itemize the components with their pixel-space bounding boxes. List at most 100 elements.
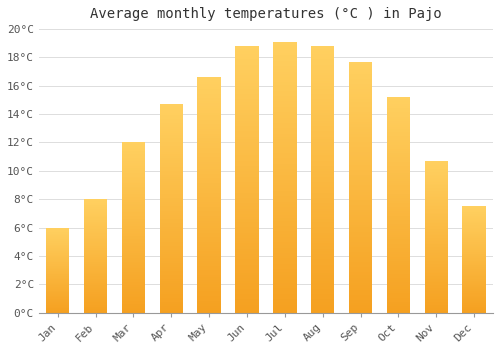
- Bar: [462, 283, 486, 284]
- Bar: [236, 248, 258, 251]
- Bar: [198, 146, 221, 148]
- Bar: [386, 160, 410, 162]
- Bar: [462, 237, 486, 238]
- Bar: [349, 210, 372, 212]
- Bar: [160, 148, 183, 150]
- Bar: [424, 190, 448, 191]
- Bar: [349, 142, 372, 145]
- Bar: [462, 264, 486, 265]
- Bar: [198, 197, 221, 199]
- Bar: [386, 222, 410, 224]
- Bar: [273, 161, 296, 164]
- Bar: [311, 275, 334, 278]
- Bar: [198, 230, 221, 233]
- Bar: [349, 147, 372, 149]
- Bar: [236, 228, 258, 230]
- Bar: [122, 243, 145, 245]
- Bar: [46, 281, 70, 282]
- Bar: [311, 203, 334, 206]
- Bar: [462, 211, 486, 212]
- Bar: [462, 298, 486, 299]
- Bar: [160, 217, 183, 219]
- Bar: [273, 272, 296, 275]
- Bar: [122, 302, 145, 304]
- Bar: [424, 264, 448, 266]
- Bar: [349, 305, 372, 308]
- Bar: [46, 230, 70, 231]
- Bar: [311, 65, 334, 68]
- Bar: [424, 176, 448, 177]
- Bar: [386, 162, 410, 164]
- Bar: [386, 142, 410, 145]
- Bar: [386, 132, 410, 134]
- Bar: [386, 220, 410, 222]
- Bar: [311, 278, 334, 281]
- Bar: [349, 64, 372, 67]
- Bar: [349, 288, 372, 290]
- Bar: [198, 91, 221, 94]
- Bar: [84, 308, 108, 309]
- Bar: [311, 209, 334, 211]
- Bar: [46, 228, 70, 229]
- Bar: [311, 70, 334, 73]
- Bar: [84, 209, 108, 211]
- Bar: [198, 124, 221, 127]
- Bar: [84, 217, 108, 218]
- Bar: [122, 219, 145, 221]
- Bar: [462, 219, 486, 220]
- Bar: [311, 190, 334, 193]
- Bar: [311, 195, 334, 198]
- Bar: [349, 275, 372, 278]
- Bar: [84, 212, 108, 213]
- Bar: [273, 286, 296, 288]
- Bar: [311, 206, 334, 209]
- Bar: [349, 200, 372, 202]
- Bar: [273, 74, 296, 77]
- Bar: [122, 149, 145, 151]
- Bar: [84, 259, 108, 260]
- Bar: [349, 97, 372, 99]
- Bar: [122, 279, 145, 280]
- Bar: [46, 231, 70, 232]
- Bar: [424, 193, 448, 194]
- Bar: [349, 94, 372, 97]
- Bar: [84, 238, 108, 239]
- Bar: [198, 122, 221, 124]
- Bar: [424, 307, 448, 308]
- Bar: [160, 227, 183, 229]
- Bar: [273, 242, 296, 245]
- Bar: [236, 174, 258, 177]
- Bar: [273, 280, 296, 283]
- Bar: [386, 306, 410, 308]
- Bar: [386, 304, 410, 306]
- Bar: [160, 162, 183, 164]
- Bar: [84, 292, 108, 293]
- Bar: [122, 209, 145, 211]
- Bar: [46, 280, 70, 281]
- Bar: [198, 225, 221, 228]
- Bar: [236, 169, 258, 172]
- Bar: [122, 260, 145, 261]
- Bar: [236, 124, 258, 126]
- Bar: [122, 257, 145, 258]
- Bar: [311, 137, 334, 139]
- Bar: [273, 294, 296, 296]
- Bar: [160, 173, 183, 175]
- Bar: [386, 196, 410, 198]
- Bar: [349, 222, 372, 225]
- Bar: [236, 113, 258, 116]
- Bar: [46, 295, 70, 296]
- Bar: [386, 121, 410, 123]
- Bar: [349, 282, 372, 285]
- Bar: [462, 225, 486, 226]
- Bar: [462, 270, 486, 271]
- Bar: [462, 213, 486, 214]
- Bar: [160, 223, 183, 225]
- Bar: [122, 164, 145, 166]
- Bar: [84, 221, 108, 222]
- Bar: [424, 238, 448, 240]
- Bar: [462, 240, 486, 241]
- Bar: [236, 246, 258, 248]
- Bar: [424, 168, 448, 170]
- Bar: [84, 228, 108, 229]
